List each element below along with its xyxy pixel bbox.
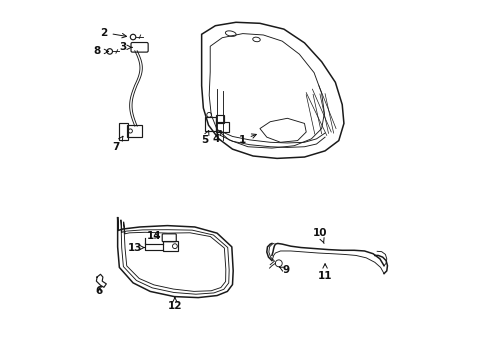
- Text: 10: 10: [312, 228, 326, 243]
- Text: 12: 12: [167, 298, 182, 311]
- Text: 2: 2: [100, 28, 126, 38]
- Text: 5: 5: [201, 131, 208, 145]
- Text: 14: 14: [147, 231, 162, 241]
- Text: 6: 6: [96, 287, 103, 296]
- Text: 7: 7: [112, 136, 122, 152]
- Text: 1: 1: [238, 134, 256, 145]
- Text: 8: 8: [93, 46, 108, 57]
- Text: 4: 4: [212, 130, 221, 144]
- Text: 13: 13: [127, 243, 144, 253]
- Text: 3: 3: [119, 42, 132, 52]
- Text: 9: 9: [279, 265, 288, 275]
- Text: 11: 11: [317, 264, 332, 281]
